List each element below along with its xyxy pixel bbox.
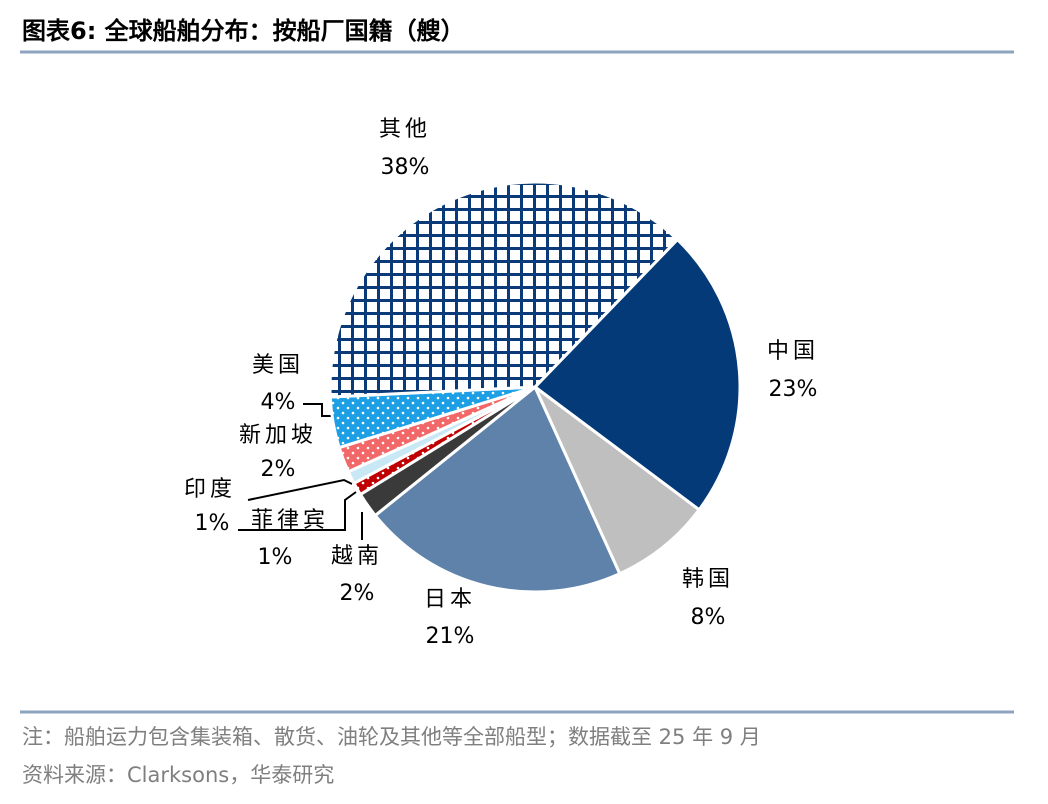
slice-label: 越南	[331, 544, 383, 569]
source: 资料来源：Clarksons，华泰研究	[22, 763, 334, 787]
value-label: 21%	[426, 624, 475, 649]
pie-slice	[328, 180, 680, 399]
leader-lines	[238, 403, 363, 540]
pie-slice	[373, 384, 622, 594]
slice-label: 印度	[184, 477, 236, 502]
value-label: 23%	[769, 377, 818, 402]
value-label: 1%	[258, 545, 293, 570]
slice-label: 新加坡	[239, 423, 317, 448]
slice-label: 韩国	[682, 567, 734, 592]
note: 注：船舶运力包含集装箱、散货、油轮及其他等全部船型；数据截至 25 年 9 月	[22, 725, 761, 749]
value-label: 2%	[261, 457, 296, 482]
slice-label: 菲律宾	[251, 508, 329, 533]
pie-slice	[532, 237, 742, 512]
slice-label: 中国	[767, 339, 819, 364]
value-label: 38%	[381, 155, 430, 180]
slice-label: 日本	[424, 587, 476, 612]
value-label: 1%	[195, 511, 230, 536]
leader-line	[303, 403, 332, 417]
pie-slice	[533, 385, 702, 576]
value-label: 4%	[261, 390, 296, 415]
slice-label: 其他	[379, 117, 431, 142]
leader-line	[238, 491, 357, 531]
leader-line	[247, 478, 353, 501]
slice-label: 美国	[252, 353, 304, 378]
chart-title: 图表6: 全球船舶分布：按船厂国籍（艘）	[22, 17, 465, 45]
value-label: 8%	[691, 605, 726, 630]
value-label: 2%	[340, 581, 375, 606]
